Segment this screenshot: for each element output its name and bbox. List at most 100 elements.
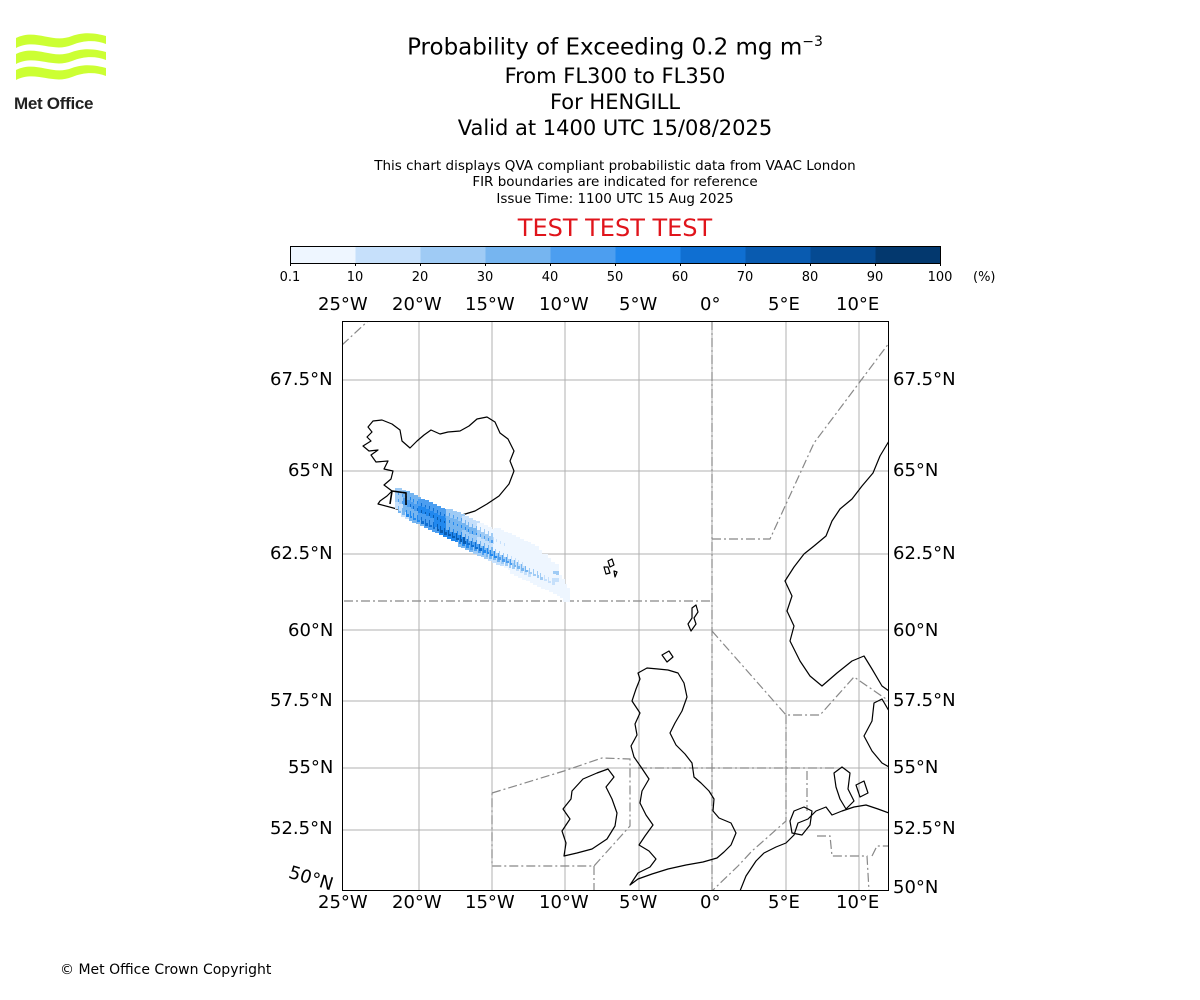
plume-cell [532, 553, 539, 560]
lon-label-top-15w: 15°W [465, 294, 515, 315]
plume-cell [458, 528, 465, 535]
continental-coast [739, 804, 890, 892]
lat-label-right-62-5n: 62.5°N [893, 543, 956, 564]
colorbar-segment [810, 246, 876, 264]
plume-cell [485, 541, 492, 548]
plume-cell [418, 513, 425, 520]
orkney [661, 650, 674, 663]
plume-cell [426, 502, 433, 509]
plume-cell [489, 529, 496, 536]
lat-label-right-67-5n: 67.5°N [893, 369, 956, 390]
plume-cell [434, 520, 441, 527]
plume-cell [407, 507, 414, 514]
lon-label-top-0: 0° [700, 294, 721, 315]
colorbar-tick-label: 20 [411, 270, 429, 285]
plume-cell [441, 516, 448, 523]
colorbar-tick-label: 50 [606, 270, 624, 285]
plume-cell [414, 511, 421, 518]
lat-label-left-52-5n: 52.5°N [270, 818, 333, 839]
lon-label-bottom-5w: 5°W [619, 892, 658, 913]
plume-cell [485, 534, 492, 541]
volcano-name: For HENGILL [549, 90, 681, 114]
map-plot [341, 320, 890, 892]
plume-cell [473, 521, 480, 528]
chart-title-text: Probability of Exceeding 0.2 mg m [407, 34, 803, 61]
plume-cell [407, 500, 414, 507]
plume-cell [509, 542, 516, 549]
lat-label-corner-50n: 50°N [286, 862, 336, 896]
plume-cell [414, 504, 421, 511]
plume-cell [532, 560, 539, 567]
colorbar-tick-label: 100 [927, 270, 953, 285]
lon-label-bottom-20w: 20°W [392, 892, 442, 913]
colorbar-segment [420, 246, 486, 264]
plume-cell [501, 532, 508, 539]
ireland-coast [561, 768, 618, 857]
lat-label-left-67-5n: 67.5°N [270, 369, 333, 390]
test-banner: TEST TEST TEST [517, 214, 713, 242]
netherlands-coast [789, 806, 813, 836]
chart-description: This chart displays QVA compliant probab… [374, 158, 856, 174]
plume-cell [407, 493, 414, 500]
plume-cell [528, 551, 535, 558]
plume-cell [458, 514, 465, 521]
plume-cell [434, 506, 441, 513]
plume-cell [454, 519, 461, 526]
copyright-notice: © Met Office Crown Copyright [60, 962, 272, 978]
faroe-islands [603, 558, 618, 578]
lon-label-bottom-0: 0° [700, 892, 721, 913]
plume-cell [532, 546, 539, 553]
plume-cell [524, 542, 531, 549]
colorbar-segment [550, 246, 616, 264]
colorbar-tick-label: 30 [476, 270, 494, 285]
plume-cell [454, 512, 461, 519]
plume-cell [422, 500, 429, 507]
plume-cell [563, 595, 570, 602]
ash-probability-plume [395, 488, 570, 602]
plume-cell [513, 544, 520, 551]
denmark-coast [833, 766, 869, 810]
lat-label-left-55n: 55°N [288, 757, 334, 778]
colorbar [290, 246, 942, 270]
plume-cell [446, 523, 453, 530]
plume-cell [462, 516, 469, 523]
lat-label-left-62-5n: 62.5°N [270, 543, 333, 564]
met-office-wave-logo-icon [16, 33, 106, 80]
flight-level-range: From FL300 to FL350 [504, 64, 726, 88]
plume-cell [395, 495, 402, 502]
plume-cell [469, 527, 476, 534]
colorbar-unit: (%) [973, 270, 996, 285]
coastlines [362, 416, 890, 892]
plume-cell [505, 547, 512, 554]
plume-cell [524, 556, 531, 563]
fir-note: FIR boundaries are indicated for referen… [472, 174, 758, 190]
colorbar-tick-label: 80 [801, 270, 819, 285]
plume-cell [418, 506, 425, 513]
plume-cell [395, 502, 402, 509]
lat-label-right-60n: 60°N [893, 620, 939, 641]
logo-text: Met Office [14, 94, 94, 113]
lon-label-top-5w: 5°W [619, 294, 658, 315]
volcano-marker [389, 490, 407, 505]
plume-cell [509, 549, 516, 556]
plume-cell [473, 535, 480, 542]
plume-cell [422, 514, 429, 521]
lon-label-bottom-15w: 15°W [465, 892, 515, 913]
colorbar-tick-label: 90 [866, 270, 884, 285]
colorbar-scale [290, 246, 941, 266]
plume-cell [481, 539, 488, 546]
plume-cell [462, 523, 469, 530]
plume-cell [555, 582, 562, 589]
chart-title-exponent: −3 [802, 34, 823, 50]
plume-cell [403, 505, 410, 512]
lon-label-top-10e: 10°E [836, 294, 880, 315]
plume-cell [513, 551, 520, 558]
colorbar-segment [485, 246, 551, 264]
plume-cell [497, 544, 504, 551]
plume-cell [399, 504, 406, 511]
plume-cell [528, 544, 535, 551]
plume-cell [473, 528, 480, 535]
plume-cell [477, 523, 484, 530]
lon-label-bottom-25w: 25°W [318, 892, 368, 913]
plume-cell [489, 536, 496, 543]
